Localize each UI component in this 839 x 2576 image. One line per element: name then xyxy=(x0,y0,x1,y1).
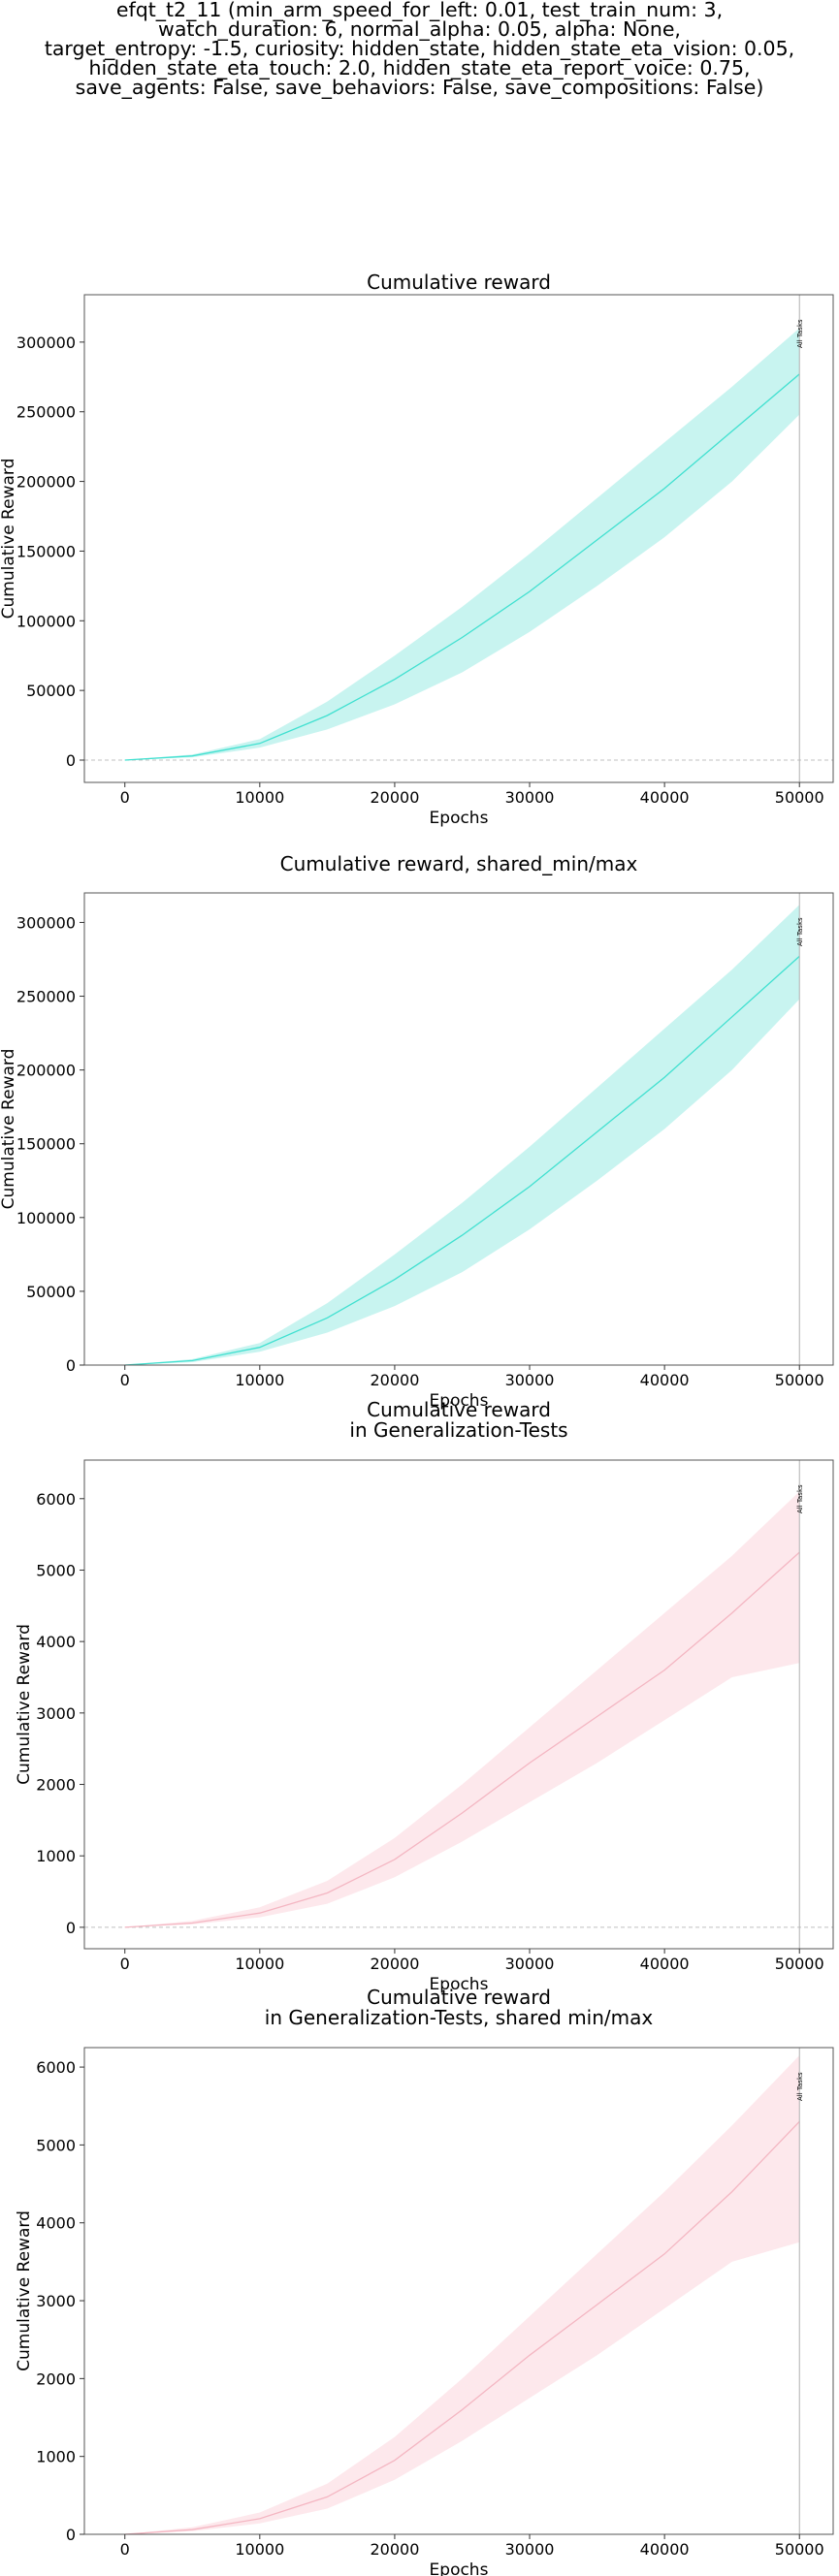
figure-suptitle: efqt_t2_11 (min_arm_speed_for_left: 0.01… xyxy=(44,0,795,99)
x-tick-label: 0 xyxy=(120,1955,130,1973)
task-label: All Tasks xyxy=(796,1484,804,1513)
x-tick-label: 50000 xyxy=(775,788,824,807)
x-axis-label: Epochs xyxy=(430,1975,489,1994)
y-tick-label: 100000 xyxy=(16,612,76,630)
y-tick-label: 2000 xyxy=(36,1776,76,1795)
y-tick-label: 6000 xyxy=(36,2058,76,2077)
x-tick-label: 40000 xyxy=(640,1955,690,1973)
x-tick-label: 0 xyxy=(120,788,130,807)
y-tick-label: 2000 xyxy=(36,2369,76,2388)
y-tick-label: 5000 xyxy=(36,2136,76,2154)
plot-frame xyxy=(83,2047,834,2535)
x-tick-label: 50000 xyxy=(775,1955,824,1973)
x-tick-label: 40000 xyxy=(640,1371,690,1389)
task-label: All Tasks xyxy=(796,2072,804,2101)
x-tick-label: 10000 xyxy=(235,788,284,807)
x-tick-label: 20000 xyxy=(370,788,419,807)
x-tick-label: 0 xyxy=(120,1371,130,1389)
plot-frame xyxy=(83,1459,834,1950)
x-tick-label: 30000 xyxy=(505,788,555,807)
y-tick-label: 1000 xyxy=(36,1847,76,1865)
x-tick-label: 10000 xyxy=(235,1955,284,1973)
min-max-band xyxy=(124,2055,800,2534)
chart-title: in Generalization-Tests, shared min/max xyxy=(265,2006,654,2029)
y-tick-label: 0 xyxy=(66,1356,76,1375)
chart-title: in Generalization-Tests xyxy=(349,1418,567,1442)
x-tick-label: 30000 xyxy=(505,1371,555,1389)
chart-title: Cumulative reward xyxy=(367,1398,551,1421)
mean-line xyxy=(124,2120,800,2535)
x-axis-label: Epochs xyxy=(430,1391,489,1411)
y-tick-label: 1000 xyxy=(36,2448,76,2466)
y-tick-label: 0 xyxy=(66,1919,76,1937)
x-tick-label: 0 xyxy=(120,2540,130,2559)
x-tick-label: 20000 xyxy=(370,1955,419,1973)
y-axis-label: Cumulative Reward xyxy=(15,2210,34,2371)
chart-title: Cumulative reward xyxy=(367,1986,551,2009)
chart-1: Cumulative reward All Tasks 0 10000 20000 300… xyxy=(0,270,834,828)
x-tick-label: 30000 xyxy=(505,2540,555,2559)
x-axis-label: Epochs xyxy=(430,809,489,828)
y-tick-label: 4000 xyxy=(36,2214,76,2233)
y-tick-label: 250000 xyxy=(16,988,76,1006)
y-axis-label: Cumulative Reward xyxy=(0,459,18,620)
min-max-band xyxy=(124,905,800,1365)
x-axis-label: Epochs xyxy=(430,2560,489,2576)
task-label: All Tasks xyxy=(796,917,804,946)
min-max-band xyxy=(124,1491,800,1927)
x-tick-label: 20000 xyxy=(370,2540,419,2559)
x-tick-label: 40000 xyxy=(640,788,690,807)
plot-frame xyxy=(83,892,834,1366)
y-tick-label: 5000 xyxy=(36,1561,76,1579)
task-label: All Tasks xyxy=(796,319,804,348)
y-tick-label: 50000 xyxy=(26,682,76,700)
x-tick-label: 40000 xyxy=(640,2540,690,2559)
y-tick-label: 250000 xyxy=(16,403,76,422)
plot-frame xyxy=(83,294,834,783)
y-tick-label: 3000 xyxy=(36,2292,76,2310)
chart-2: Cumulative reward, shared_min/max All Tas… xyxy=(0,852,834,1411)
min-max-band xyxy=(124,328,800,760)
y-tick-label: 300000 xyxy=(16,913,76,932)
x-tick-label: 20000 xyxy=(370,1371,419,1389)
mean-line xyxy=(124,373,800,761)
y-tick-label: 100000 xyxy=(16,1209,76,1227)
y-tick-label: 200000 xyxy=(16,1062,76,1080)
x-tick-label: 50000 xyxy=(775,2540,824,2559)
y-tick-label: 150000 xyxy=(16,542,76,560)
x-tick-label: 50000 xyxy=(775,1371,824,1389)
chart-title: Cumulative reward, shared_min/max xyxy=(280,852,638,875)
mean-line xyxy=(124,955,800,1366)
mean-line xyxy=(124,1551,800,1928)
y-tick-label: 200000 xyxy=(16,473,76,492)
x-tick-label: 10000 xyxy=(235,1371,284,1389)
y-tick-label: 300000 xyxy=(16,334,76,352)
y-tick-label: 150000 xyxy=(16,1135,76,1154)
x-tick-label: 30000 xyxy=(505,1955,555,1973)
y-tick-label: 0 xyxy=(66,2526,76,2544)
y-tick-label: 4000 xyxy=(36,1633,76,1651)
y-tick-label: 50000 xyxy=(26,1283,76,1301)
chart-title: Cumulative reward xyxy=(367,270,551,294)
y-tick-label: 6000 xyxy=(36,1490,76,1509)
x-tick-label: 10000 xyxy=(235,2540,284,2559)
y-axis-label: Cumulative Reward xyxy=(0,1049,18,1210)
y-tick-label: 0 xyxy=(66,751,76,770)
y-tick-label: 3000 xyxy=(36,1704,76,1723)
y-axis-label: Cumulative Reward xyxy=(15,1624,34,1785)
